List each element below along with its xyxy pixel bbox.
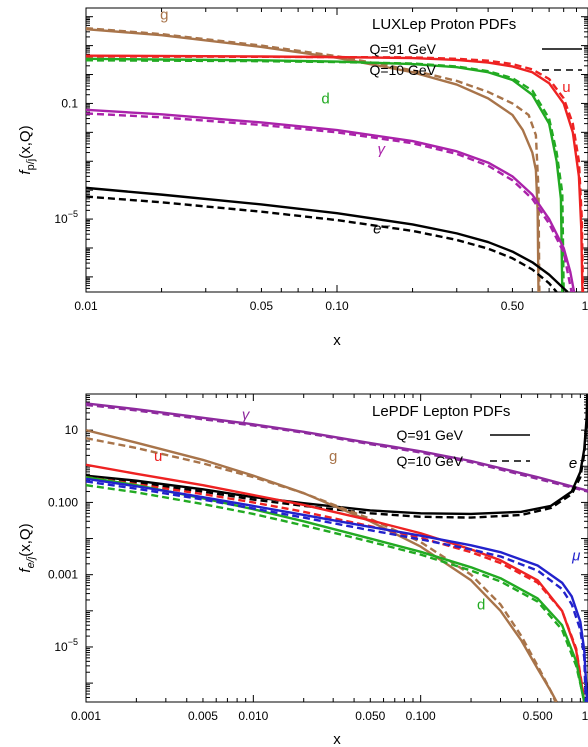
chart-lepton-pdfs: 0.001 0.005 0.010 0.050 0.100 0.500 1 100.1000… — [17, 393, 588, 747]
legend-title: LUXLep Proton PDFs — [372, 16, 516, 33]
curves — [86, 27, 585, 292]
plot-area — [85, 393, 588, 703]
x-tick-label: 0.100 — [406, 709, 436, 723]
series-u-solid — [86, 54, 584, 292]
series-eminus-dashed — [86, 394, 588, 519]
y-tick-label-base: 0.100 — [48, 495, 78, 509]
y-tick-label: 10−5 — [54, 637, 78, 654]
series-d-dashed — [86, 483, 586, 702]
series-mu-dashed — [86, 480, 587, 702]
y-axis-label: fe/j(x,Q) — [17, 523, 37, 572]
legend: LUXLep Proton PDFs Q=91 GeV Q=10 GeV — [369, 16, 582, 78]
x-axis-label: x — [333, 332, 341, 349]
y-tick-label-base: 0.1 — [61, 96, 78, 110]
series-label-u: u — [154, 448, 162, 465]
series-eminus-solid — [86, 186, 569, 292]
x-tick-label: 0.050 — [355, 709, 385, 723]
series-gamma-solid — [86, 402, 588, 492]
series-label-g: g — [160, 7, 168, 24]
series-label-d: d — [321, 90, 329, 107]
x-axis-label: x — [333, 731, 341, 747]
y-axis-label-sub: e/j — [25, 556, 37, 568]
legend: LePDF Lepton PDFs Q=91 GeV Q=10 GeV — [372, 403, 530, 469]
x-tick-label: 0.10 — [325, 299, 349, 313]
x-tick-label: 0.01 — [74, 299, 98, 313]
plot-frame — [85, 7, 588, 293]
legend-item-dashed: Q=10 GeV — [369, 62, 436, 78]
x-tick-label: 1 — [582, 299, 588, 313]
legend-item-dashed: Q=10 GeV — [396, 453, 463, 469]
x-tick-label: 0.010 — [238, 709, 268, 723]
y-axis-label-tail: (x,Q) — [17, 523, 34, 556]
plot-area — [85, 7, 588, 293]
series-gamma-solid — [86, 108, 576, 292]
series-label-gamma: γ — [377, 141, 386, 158]
x-tick-labels: 0.01 0.05 0.10 0.50 1 — [74, 299, 588, 313]
plot-frame — [85, 393, 588, 703]
y-tick-labels: 0.1 10−5 — [54, 96, 78, 226]
series-label-mu: μ — [571, 547, 580, 564]
series-eminus-dashed — [86, 195, 558, 292]
series-label-eminus: e⁻ — [569, 455, 586, 472]
y-tick-label: 10−5 — [54, 209, 78, 226]
y-tick-label-base: 10 — [54, 640, 68, 654]
legend-item-solid: Q=91 GeV — [369, 41, 436, 57]
chart-proton-pdfs: 0.01 0.05 0.10 0.50 1 0.1 10−5 x fp/j(x,Q) LU… — [17, 7, 588, 349]
y-axis-label: fp/j(x,Q) — [17, 125, 37, 174]
y-tick-label-base: 0.001 — [48, 568, 78, 582]
y-axis-label-main: f — [17, 567, 34, 573]
y-tick-label: 0.100 — [48, 495, 78, 509]
y-axis-label-tail: (x,Q) — [17, 125, 34, 158]
y-axis-label-sub: p/j — [25, 159, 37, 171]
x-tick-label: 0.50 — [501, 299, 525, 313]
x-tick-labels: 0.001 0.005 0.010 0.050 0.100 0.500 1 — [71, 709, 588, 723]
legend-item-solid: Q=91 GeV — [396, 427, 463, 443]
series-g-dashed — [86, 27, 541, 292]
x-tick-label: 0.005 — [188, 709, 218, 723]
series-label-u: u — [562, 79, 570, 96]
legend-title: LePDF Lepton PDFs — [372, 403, 510, 420]
axis-ticks — [85, 393, 588, 703]
series-eminus-solid — [86, 394, 588, 516]
series-label-d: d — [477, 596, 485, 613]
series-mu-solid — [86, 477, 588, 702]
series-label-eminus: e⁻ — [373, 220, 390, 237]
y-tick-label-base: 10 — [65, 423, 79, 437]
series-g-solid — [86, 428, 558, 702]
x-tick-label: 1 — [582, 709, 588, 723]
y-axis-label-main: f — [17, 169, 34, 175]
y-tick-label: 0.001 — [48, 568, 78, 582]
x-tick-label: 0.500 — [523, 709, 553, 723]
series-gamma-dashed — [86, 112, 573, 292]
x-tick-label: 0.001 — [71, 709, 101, 723]
series-d-solid — [86, 57, 564, 292]
y-tick-label: 10 — [65, 423, 79, 437]
y-tick-label-exp: −5 — [68, 637, 78, 647]
series-label-g: g — [329, 448, 337, 465]
curves — [86, 394, 588, 702]
y-tick-label-base: 10 — [54, 212, 68, 226]
y-tick-label: 0.1 — [61, 96, 78, 110]
x-tick-label: 0.05 — [250, 299, 274, 313]
y-tick-label-exp: −5 — [68, 209, 78, 219]
curve-labels: g u d γ e⁻ — [160, 7, 570, 238]
series-label-gamma: γ — [242, 406, 251, 423]
axis-ticks — [85, 7, 588, 293]
series-d-solid — [86, 475, 586, 702]
series-u-dashed — [86, 475, 586, 702]
series-g-solid — [86, 27, 540, 292]
curve-labels: γ e⁻ g u d μ — [154, 406, 586, 613]
